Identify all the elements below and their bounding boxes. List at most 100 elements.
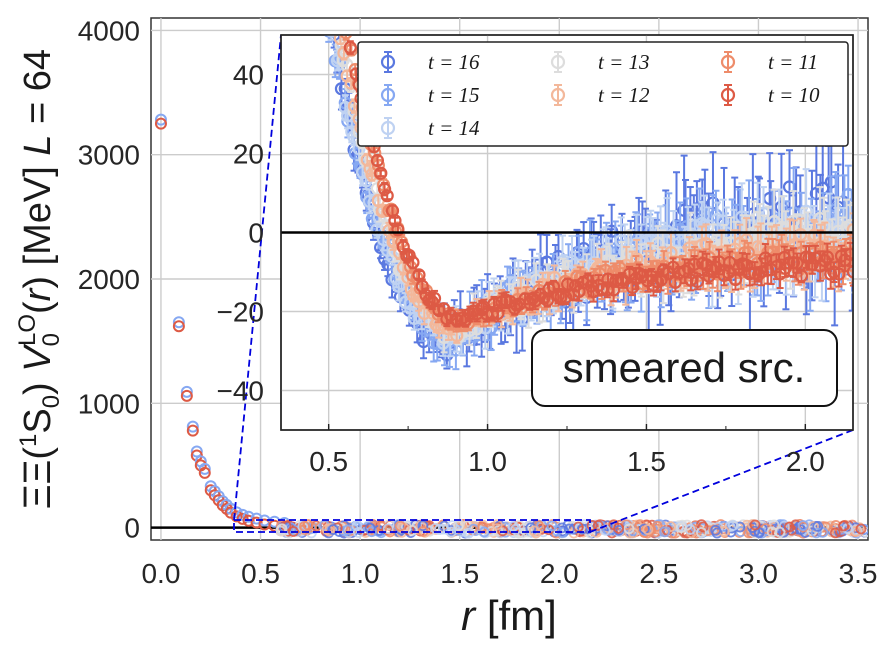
main-band-point: [838, 520, 849, 532]
main-band-point: [525, 522, 537, 534]
main-band-point: [642, 524, 654, 535]
main-data-point: [172, 320, 185, 333]
inset-data-point: [607, 283, 621, 297]
inset-data-point: [832, 267, 846, 281]
inset-data-point: [324, 8, 335, 19]
inset-data-point: [684, 273, 698, 287]
main-band-point: [623, 523, 635, 535]
main-band-point: [810, 527, 822, 539]
main-band-point: [659, 526, 670, 538]
inset-data-point: [391, 223, 405, 237]
main-band-point: [382, 523, 394, 535]
main-data-point: [230, 510, 243, 523]
main-band-point: [734, 521, 746, 533]
zoom-connector-right: [589, 429, 854, 533]
main-band-point: [797, 520, 809, 531]
main-band-point: [351, 520, 363, 532]
main-band-point: [302, 519, 314, 531]
main-x-tick-label: 3.5: [839, 558, 878, 589]
inset-data-point: [326, 35, 337, 38]
inset-data-point: [782, 180, 797, 194]
inset-data-point: [380, 189, 394, 203]
inset-data-point: [377, 182, 392, 196]
inset-data-point: [336, 4, 347, 15]
inset-data-point: [370, 153, 385, 168]
inset-data-point: [794, 228, 808, 242]
main-band-point: [394, 520, 406, 532]
inset-data-point: [382, 223, 396, 238]
main-band-point: [766, 526, 778, 538]
main-data-point: [230, 506, 243, 519]
inset-data-point: [732, 260, 746, 275]
inset-data-point: [740, 258, 754, 272]
main-band-point: [327, 524, 339, 535]
main-band-point: [486, 525, 498, 537]
inset-data-point: [363, 161, 377, 176]
main-band-point: [725, 526, 737, 538]
main-data-point: [154, 117, 167, 130]
inset-data-point: [790, 256, 804, 270]
main-band-point: [829, 527, 841, 539]
inset-data-point: [343, 40, 357, 55]
inset-series-group: [336, 0, 853, 328]
inset-data-point: [799, 204, 813, 218]
main-y-tick-label: 4000: [78, 15, 140, 46]
inset-data-point: [843, 218, 853, 232]
main-band-point: [697, 521, 709, 533]
main-x-tick-label: 1.5: [440, 558, 479, 589]
inset-data-point: [336, 0, 347, 11]
inset-data-point: [769, 260, 784, 274]
main-band-point: [855, 523, 867, 535]
inset-data-point: [559, 290, 573, 305]
main-data-point: [190, 445, 203, 458]
main-y-tick-label: 2000: [78, 264, 140, 295]
main-band-point: [774, 526, 786, 538]
main-data-point: [242, 514, 255, 527]
main-y-tick-label: 0: [124, 513, 140, 544]
inset-data-point: [687, 257, 701, 271]
inset-data-point: [402, 248, 416, 262]
main-band-point: [507, 521, 519, 532]
main-band-point: [563, 523, 575, 535]
main-data-point: [250, 512, 263, 525]
main-band-point: [491, 519, 503, 531]
inset-data-point: [632, 266, 646, 281]
inset-data-point: [365, 167, 379, 182]
main-band-point: [453, 520, 464, 532]
inset-data-point: [739, 233, 754, 247]
inset-data-point: [491, 306, 505, 321]
main-band-point: [417, 520, 429, 532]
main-band-point: [359, 524, 370, 536]
main-y-ticks: 0 1000 2000 3000 4000: [78, 15, 140, 543]
inset-data-point: [319, 0, 330, 11]
main-data-point: [154, 113, 167, 126]
main-x-tick-label: 1.0: [341, 558, 380, 589]
main-band-point: [492, 525, 504, 537]
main-band-point: [783, 521, 795, 533]
main-data-point: [186, 420, 199, 433]
main-band-point: [613, 522, 624, 534]
main-band-point: [510, 524, 521, 535]
main-data-point: [186, 424, 199, 437]
main-x-tick-label: 0.5: [241, 558, 280, 589]
main-band-point: [812, 520, 824, 532]
main-data-point: [242, 510, 255, 523]
main-band-point: [446, 520, 458, 532]
inset-data-point: [846, 223, 853, 237]
main-y-tick-label: 3000: [78, 140, 140, 171]
inset-data-point: [427, 291, 442, 305]
inset-data-point: [688, 218, 702, 233]
inset-x-ticks: 0.5 1.0 1.5 2.0: [309, 424, 825, 477]
main-band-point: [665, 521, 677, 532]
main-band-point: [710, 524, 722, 536]
main-data-point: [198, 462, 211, 475]
main-band-point: [497, 525, 509, 537]
main-band-point: [321, 524, 333, 535]
main-band-point: [640, 522, 652, 533]
inset-data-point: [820, 250, 834, 264]
inset-data-point: [846, 265, 853, 279]
main-data-band: [275, 519, 868, 539]
inset-data-point: [407, 311, 421, 325]
main-x-tick-label: 0.0: [141, 558, 180, 589]
